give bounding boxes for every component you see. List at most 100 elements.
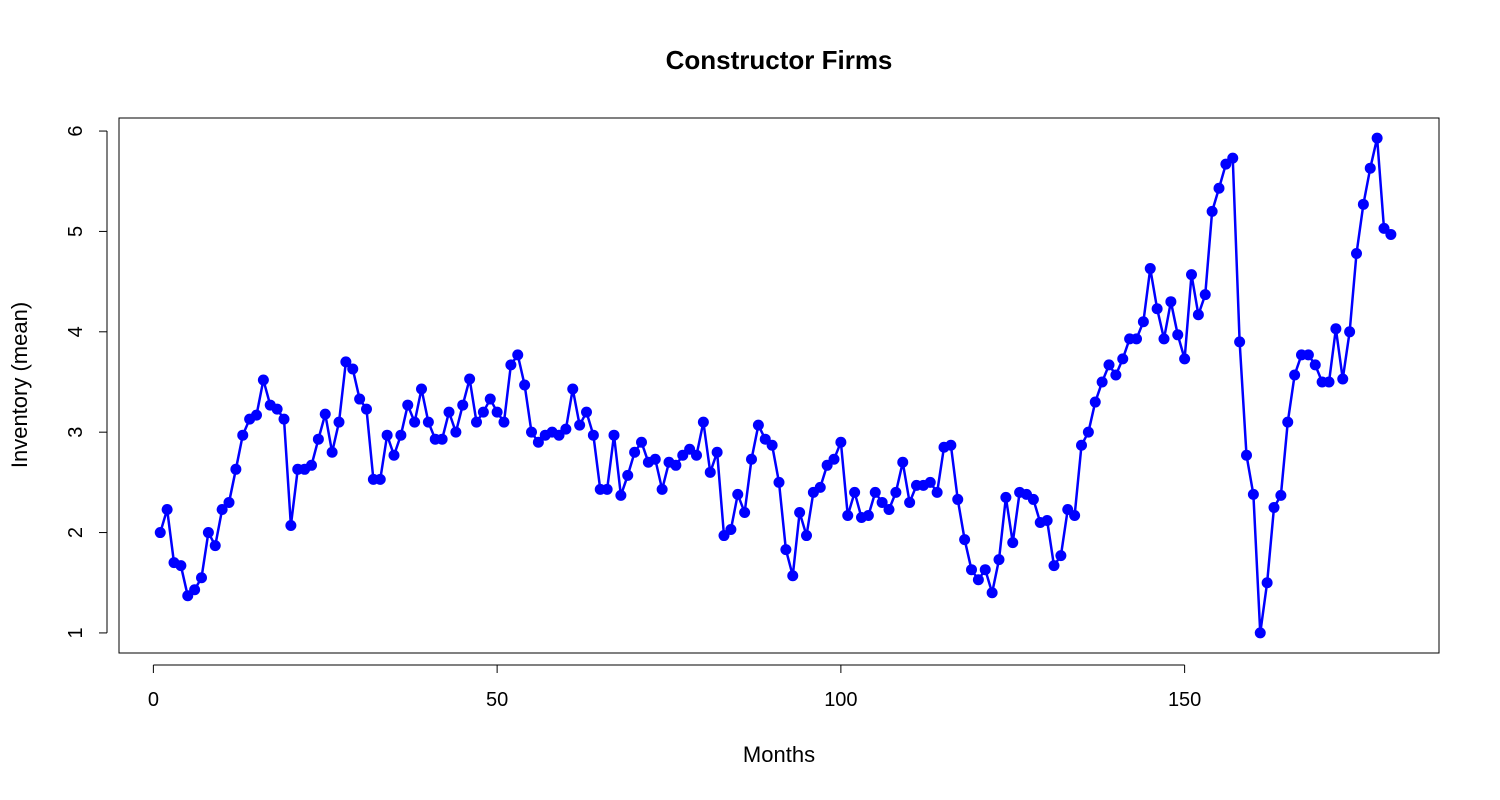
data-point [1041,515,1053,526]
data-point [636,436,647,448]
data-point [202,527,214,539]
y-tick-label: 2 [65,527,87,538]
data-point [1344,326,1356,338]
data-point [1330,323,1342,335]
data-point [615,489,627,501]
data-point [388,449,400,461]
data-point [1385,228,1397,240]
data-point [223,496,235,508]
data-point [347,363,359,375]
data-point [491,406,503,418]
data-point [697,416,709,428]
data-point [230,463,242,475]
data-point [209,540,221,552]
data-point [1027,493,1039,505]
data-point [670,459,682,471]
data-point [567,383,579,395]
x-axis: 0 50 100 150 [148,664,1201,711]
data-point [154,527,166,539]
data-point [443,406,455,418]
data-point [945,439,957,451]
data-point [952,493,964,505]
y-tick-label: 5 [65,226,87,237]
data-point [601,483,613,495]
data-point [972,574,984,586]
data-point [622,469,634,481]
data-point [801,530,812,542]
y-tick-label: 6 [65,125,87,136]
data-point [890,486,902,498]
data-point [711,446,723,458]
data-point [1158,333,1170,345]
data-point [526,426,537,438]
data-point [608,429,620,441]
data-point [498,416,510,428]
data-point [271,403,283,415]
data-point [361,403,372,415]
data-point [869,486,881,498]
plot-frame [118,117,1440,654]
data-point [1007,537,1019,549]
x-tick-label: 100 [824,689,857,711]
data-point [1275,489,1287,501]
data-point [1351,248,1362,260]
data-point [1247,488,1259,500]
series-line [159,136,1392,635]
data-point [1110,369,1122,381]
data-point [787,570,799,582]
data-point [216,503,228,515]
data-point [1371,132,1383,144]
x-tick-label: 150 [1168,689,1201,711]
data-point [471,416,482,428]
data-point [835,436,847,448]
data-point [1323,376,1335,388]
data-point [278,413,290,425]
x-tick-label: 50 [486,689,508,711]
data-point [409,416,421,428]
data-point [924,476,936,488]
data-point [505,359,517,371]
data-point [581,406,592,418]
data-point [1289,369,1301,381]
data-point [257,374,269,386]
data-point [464,373,476,385]
data-point [1186,269,1197,281]
y-tick-label: 1 [65,627,87,638]
data-point [629,446,641,458]
data-point [1364,162,1376,174]
data-point [1000,491,1012,503]
data-point [752,419,764,431]
data-point [333,416,345,428]
data-point [1076,439,1087,451]
data-point [1055,550,1067,562]
data-point [883,503,895,515]
data-point [1165,296,1177,308]
data-point [1337,373,1349,385]
data-point [416,383,427,395]
data-point [161,503,173,515]
data-point [725,524,737,536]
data-point [828,453,840,465]
data-point [780,544,792,556]
data-point [285,520,297,532]
data-point [395,429,407,441]
data-point [484,393,496,405]
series-layer [154,132,1397,639]
data-point [1241,449,1252,461]
data-point [862,509,874,521]
data-point [794,506,806,518]
data-point [766,439,778,451]
data-point [746,453,757,465]
data-point [1199,289,1211,301]
data-point [402,399,414,411]
data-point [959,534,971,546]
data-point [931,486,943,498]
data-point [319,408,331,420]
data-point [1151,303,1163,315]
data-point [340,356,352,368]
data-point [175,560,187,572]
data-point [1302,349,1314,361]
data-point [732,488,744,500]
data-point [1227,152,1239,164]
